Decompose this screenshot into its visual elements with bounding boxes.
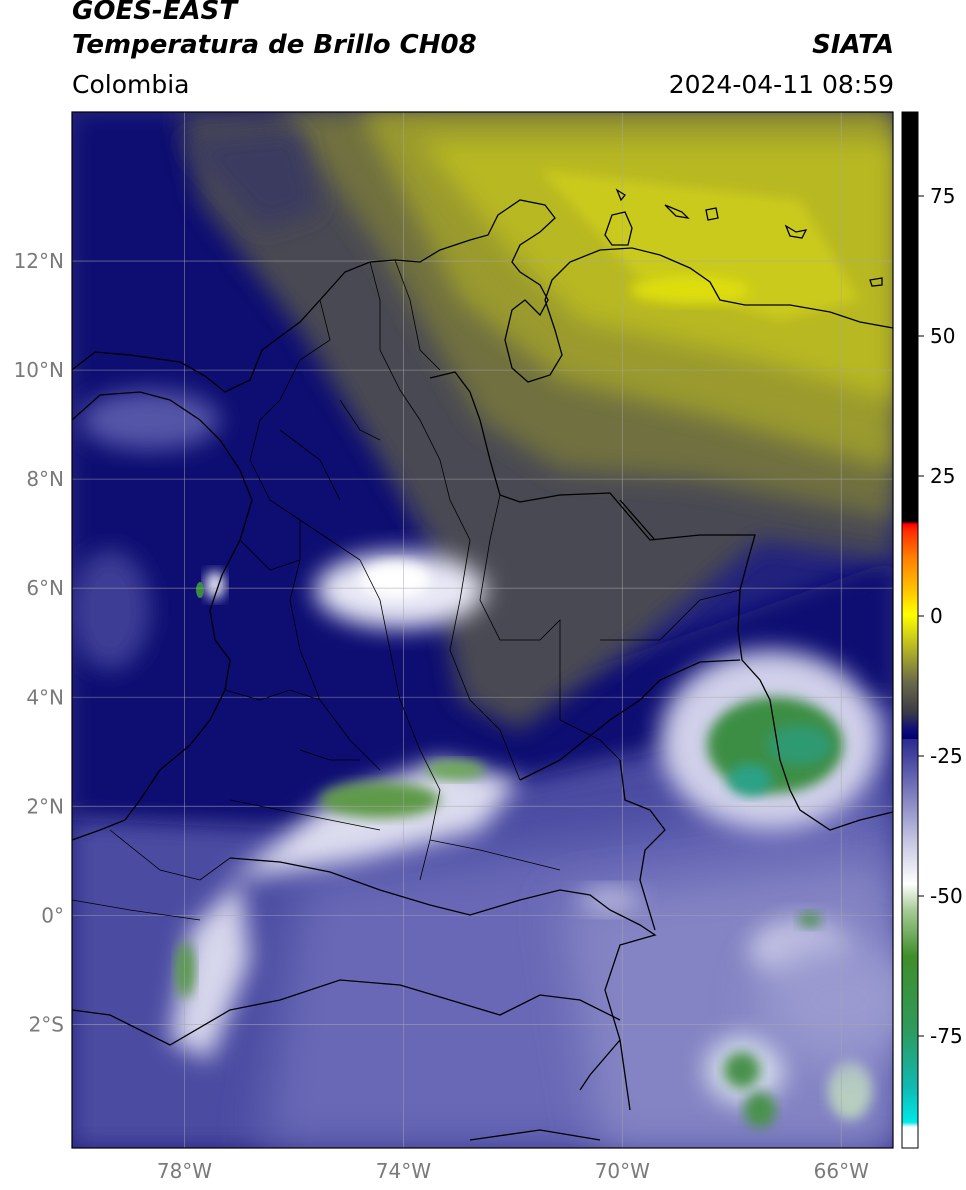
satellite-title: GOES-EAST [72, 0, 238, 26]
colorbar-scale [902, 112, 918, 1148]
lon-tick-label: 70°W [595, 1159, 650, 1183]
colorbar-tick-label: 25 [930, 464, 955, 488]
colorbar-tick-label: 75 [930, 184, 955, 208]
colorbar-ticks: 75 50 25 0 -25 -50 -75 [918, 184, 963, 1048]
colorbar-tick-label: 50 [930, 324, 955, 348]
lat-tick-label: 2°S [29, 1012, 64, 1036]
colorbar-tick-label: -50 [930, 884, 963, 908]
agency-label: SIATA [812, 30, 894, 60]
lon-tick-label: 78°W [157, 1159, 212, 1183]
graticule [72, 112, 893, 1148]
lat-tick-label: 6°N [26, 576, 64, 600]
brightness-temperature-field [72, 112, 893, 1148]
colorbar-tick-label: 0 [930, 604, 943, 628]
lat-tick-label: 0° [41, 903, 64, 927]
map-frame [71, 111, 894, 1149]
region-label: Colombia [72, 70, 190, 99]
longitude-axis-labels: 78°W 74°W 70°W 66°W [157, 1159, 869, 1183]
datetime-label: 2024-04-11 08:59 [668, 70, 894, 99]
lon-tick-label: 74°W [376, 1159, 431, 1183]
colorbar-frame [901, 111, 919, 1149]
lat-tick-label: 12°N [14, 249, 64, 273]
department-borders [72, 259, 741, 921]
colorbar-tick-label: -25 [930, 744, 963, 768]
product-title: Temperatura de Brillo CH08 [72, 30, 477, 60]
lat-tick-label: 4°N [26, 685, 64, 709]
lat-tick-label: 8°N [26, 467, 64, 491]
country-borders [72, 188, 893, 1141]
lat-tick-label: 2°N [26, 794, 64, 818]
colorbar: 75 50 25 0 -25 -50 -75 [901, 111, 963, 1149]
title-block: GOES-EAST Temperatura de Brillo CH08 SIA… [72, 0, 894, 105]
latitude-axis-labels: 12°N 10°N 8°N 6°N 4°N 2°N 0° 2°S [14, 249, 64, 1036]
lat-tick-label: 10°N [14, 358, 64, 382]
colorbar-tick-label: -75 [930, 1024, 963, 1048]
lon-tick-label: 66°W [814, 1159, 869, 1183]
